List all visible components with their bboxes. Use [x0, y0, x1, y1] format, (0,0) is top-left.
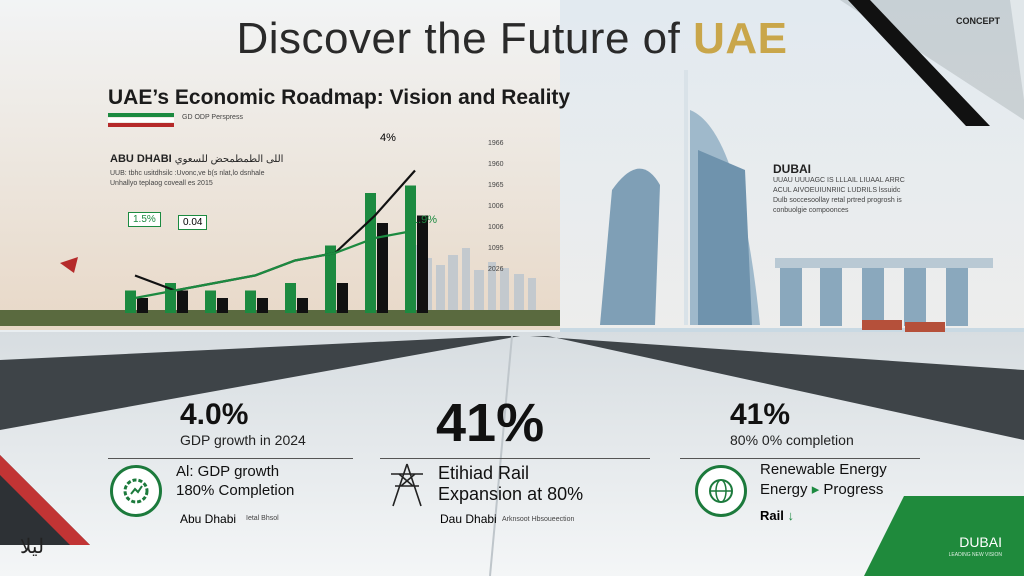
badge-text: DUBAI — [959, 534, 1002, 550]
feature-2-line-1: Etihiad Rail — [438, 463, 530, 483]
power-tower-icon — [383, 462, 431, 513]
chart-start-marker — [60, 257, 78, 273]
feature-3-line-2: Energy ▸ Progress — [760, 480, 883, 498]
feature-3-line-1: Renewable Energy — [760, 461, 887, 478]
feature-2-line-2: Expansion at 80% — [438, 484, 583, 505]
brand-label: CONCEPT — [955, 16, 1000, 26]
page-title: Discover the Future of UAE — [0, 14, 1024, 64]
abu-dhabi-note-1: UUB: tbhc usitdhsilc :Uvonc,ve b(s nlat,… — [110, 170, 265, 177]
scale-mark: 1965 — [488, 182, 504, 189]
callout-2: 0.04 — [178, 215, 208, 230]
scale-marks: 1966 1960 1965 1006 1006 1095 2026 — [488, 140, 508, 287]
subtitle: UAE’s Economic Roadmap: Vision and Reali… — [108, 86, 571, 109]
abu-dhabi-label: ABU DHABI اللى الطمطمحض للسعوي — [110, 153, 283, 165]
dubai-label: DUBAI — [773, 162, 811, 176]
dubai-badge: DUBAI LEADING NEW VISION — [864, 496, 1024, 576]
chart-bar — [325, 245, 336, 313]
down-arrow-icon: ↓ — [787, 508, 794, 523]
chart-bar — [337, 283, 348, 313]
scale-mark: 2026 — [488, 266, 504, 273]
dubai-line-3: Dulb soccesoollay retal prtred progrosh … — [773, 197, 902, 204]
callout-3: 1.9% — [412, 214, 438, 226]
chart-bar — [257, 298, 268, 313]
stat-value-3: 41% — [730, 398, 791, 431]
globe-energy-icon — [695, 465, 747, 517]
feature-2-footer: Dau Dhabi — [440, 512, 497, 526]
chart-line — [134, 229, 416, 300]
scale-mark: 1006 — [488, 224, 504, 231]
badge-sub: LEADING NEW VISION — [948, 552, 1002, 558]
chart-bar — [245, 290, 256, 313]
stat-value-1: 4.0% — [180, 398, 249, 431]
scale-mark: 1966 — [488, 140, 504, 147]
gear-growth-icon — [110, 465, 162, 517]
feature-1-line-2: 180% Completion — [176, 482, 295, 499]
chart-bar — [285, 283, 296, 313]
chart-bar — [205, 290, 216, 313]
flag-stripes — [108, 113, 174, 127]
subtitle-note: GD ODP Perspress — [182, 114, 243, 121]
abu-dhabi-script: اللى الطمطمحض للسعوي — [174, 154, 284, 165]
growth-chart — [60, 169, 428, 313]
chart-bar — [365, 193, 376, 313]
divider — [680, 458, 920, 459]
feature-2-line-2a: Expansion — [438, 484, 523, 504]
chart-bar — [137, 298, 148, 313]
abu-dhabi-latin: ABU DHABI — [110, 153, 172, 165]
feature-2-line-2b: at 80% — [527, 484, 584, 504]
chart-bar — [125, 290, 136, 313]
feature-2-footer-note: Arknsoot Hbsoueection — [502, 516, 575, 523]
chart-bar — [377, 223, 388, 313]
chart-top-label: 4% — [380, 132, 396, 144]
chart-bar — [217, 298, 228, 313]
corner-logo: ﻟﯿﻠﺎ — [20, 536, 45, 558]
scale-mark: 1095 — [488, 245, 504, 252]
arrow-icon: ▸ — [811, 481, 820, 498]
stat-caption-3: 80% 0% completion — [730, 432, 854, 448]
abu-dhabi-note-2: Unhallyo teplaog coveall es 2015 — [110, 180, 213, 187]
dubai-line-1: UUAU UUUAGC IS LLLAIL LIUAAL ARRC — [773, 177, 905, 184]
feature-1-footer: Abu Dhabi — [180, 512, 237, 526]
title-main: Discover the Future of — [236, 14, 681, 63]
feature-1-footer-note: Ietal Bhsol — [246, 515, 279, 522]
scale-mark: 1006 — [488, 203, 504, 210]
dubai-line-4: conbuolgie compoonces — [773, 207, 849, 214]
chart-bar — [405, 185, 416, 313]
stat-caption-1: GDP growth in 2024 — [180, 432, 306, 448]
divider — [380, 458, 650, 459]
feature-3-footer-text: Rail — [760, 508, 784, 523]
scale-mark: 1960 — [488, 161, 504, 168]
chart-bar — [417, 215, 428, 313]
feature-3-footer: Rail ↓ — [760, 508, 794, 523]
feature-3-line-2b: Progress — [823, 481, 884, 498]
callout-1: 1.5% — [128, 212, 161, 227]
title-highlight: UAE — [693, 14, 788, 63]
divider — [108, 458, 353, 459]
stat-value-2: 41% — [436, 393, 545, 453]
dubai-line-2: ACUL AIVOEUIUNRIIC LUDRILS lssuidc — [773, 187, 901, 194]
chart-bar — [165, 283, 176, 313]
feature-1-line-1: Al: GDP growth — [176, 463, 280, 480]
chart-bar — [297, 298, 308, 313]
chart-bar — [177, 290, 188, 313]
feature-3-line-2a: Energy — [760, 481, 808, 498]
